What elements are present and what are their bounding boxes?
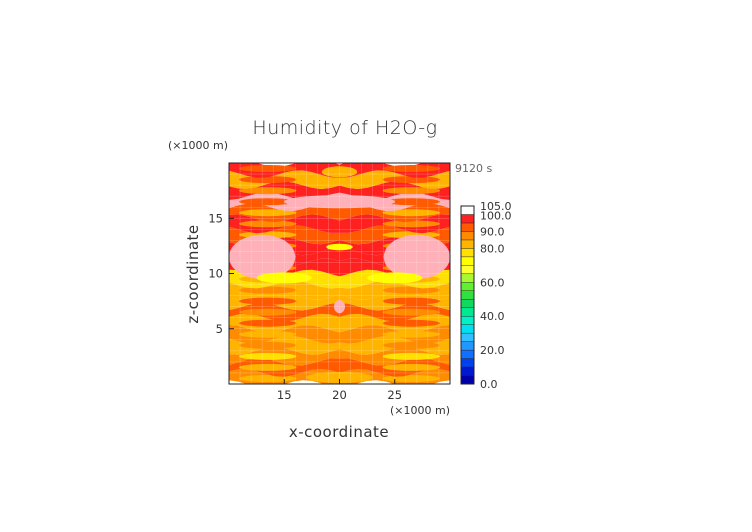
humidity-lobe [382, 297, 440, 305]
humidity-feature [256, 272, 312, 284]
humidity-lobe [239, 341, 297, 349]
humidity-lobe [239, 297, 297, 305]
colorbar-label: 0.0 [480, 378, 498, 391]
colorbar-swatch [460, 341, 475, 351]
humidity-lobe [239, 220, 297, 228]
humidity-lobe [382, 165, 440, 172]
colorbar-swatch [460, 248, 475, 258]
humidity-lobe [382, 308, 440, 316]
colorbar-label: 80.0 [480, 242, 505, 255]
colorbar-swatch [460, 265, 475, 275]
humidity-feature [367, 272, 423, 284]
colorbar-swatch [460, 349, 475, 359]
x-axis-ticks: 15 20 25 [277, 379, 402, 402]
colorbar-frame [460, 205, 475, 385]
humidity-band [229, 358, 450, 377]
humidity-lobe [382, 286, 440, 294]
humidity-feature [229, 234, 296, 279]
humidity-lobe [239, 165, 297, 172]
y-tick-label: 5 [216, 322, 223, 336]
humidity-lobe [382, 176, 440, 184]
x-tick-label: 20 [332, 388, 347, 402]
colorbar-label: 40.0 [480, 310, 505, 323]
humidity-lobe [382, 220, 440, 228]
humidity-lobe [239, 209, 297, 217]
humidity-lobe [382, 341, 440, 349]
x-tick-label: 25 [387, 388, 402, 402]
humidity-feature [306, 371, 373, 383]
humidity-band [229, 280, 450, 300]
x-tick-label: 15 [277, 388, 292, 402]
humidity-lobe [239, 352, 297, 360]
humidity-lobe [239, 330, 297, 338]
colorbar-swatch [460, 332, 475, 342]
colorbar-label: 90.0 [480, 225, 505, 238]
colorbar-swatch [460, 231, 475, 241]
humidity-band [229, 214, 450, 234]
humidity-lobe [382, 187, 440, 195]
x-axis-label: x-coordinate [289, 423, 389, 441]
colorbar-label: 105.0 [480, 200, 512, 213]
colorbar-swatch [460, 222, 475, 232]
colorbar-swatch [460, 366, 475, 376]
colorbar-swatch [460, 315, 475, 325]
humidity-lobe [239, 375, 297, 382]
humidity-band [229, 324, 450, 344]
contour-plot-area [229, 163, 450, 384]
humidity-band [229, 203, 450, 223]
chart-title: Humidity of H2O-g [252, 117, 437, 139]
humidity-lobe [239, 198, 297, 206]
humidity-lobe [239, 319, 297, 327]
humidity-lobe [382, 319, 440, 327]
humidity-band [229, 269, 450, 289]
colorbar-swatch [460, 358, 475, 368]
colorbar-swatch [460, 375, 475, 385]
colorbar-label: 100.0 [480, 209, 512, 222]
time-label: 9120 s [455, 162, 492, 175]
humidity-lobe [239, 363, 297, 371]
colorbar-swatch [460, 324, 475, 334]
y-axis-label: z-coordinate [184, 224, 202, 323]
y-axis-unit: (×1000 m) [168, 139, 228, 152]
humidity-band [229, 313, 450, 333]
humidity-feature [321, 166, 358, 178]
humidity-lobe [239, 176, 297, 184]
colorbar-label: 20.0 [480, 344, 505, 357]
humidity-band [229, 181, 450, 200]
humidity-feature [383, 234, 450, 279]
humidity-band [229, 225, 450, 245]
humidity-band [229, 336, 450, 355]
humidity-band [229, 170, 450, 189]
colorbar-label: 60.0 [480, 276, 505, 289]
humidity-lobe [382, 352, 440, 360]
humidity-lobe [382, 330, 440, 338]
colorbar-swatch [460, 273, 475, 283]
humidity-feature [326, 243, 353, 251]
colorbar-swatch [460, 205, 475, 215]
humidity-band [229, 347, 450, 366]
humidity-feature [334, 300, 345, 314]
colorbar-swatch [460, 299, 475, 308]
humidity-lobe [382, 209, 440, 217]
y-axis-ticks: 5 10 15 [208, 211, 234, 336]
colorbar-swatch [460, 214, 475, 224]
colorbar-swatch [460, 256, 475, 266]
humidity-lobe [239, 286, 297, 294]
humidity-lobe [239, 187, 297, 195]
colorbar-swatch [460, 290, 475, 300]
x-axis-unit: (×1000 m) [390, 404, 450, 417]
colorbar-swatch [460, 239, 475, 249]
humidity-lobe [239, 308, 297, 316]
humidity-lobe [382, 198, 440, 206]
humidity-lobe [382, 363, 440, 371]
colorbar-swatch [460, 282, 475, 291]
y-tick-label: 10 [208, 267, 223, 281]
y-tick-label: 15 [208, 211, 223, 225]
colorbar-swatch [460, 307, 475, 317]
humidity-feature [284, 195, 395, 209]
humidity-lobe [382, 375, 440, 382]
plot-grid [228, 162, 451, 385]
